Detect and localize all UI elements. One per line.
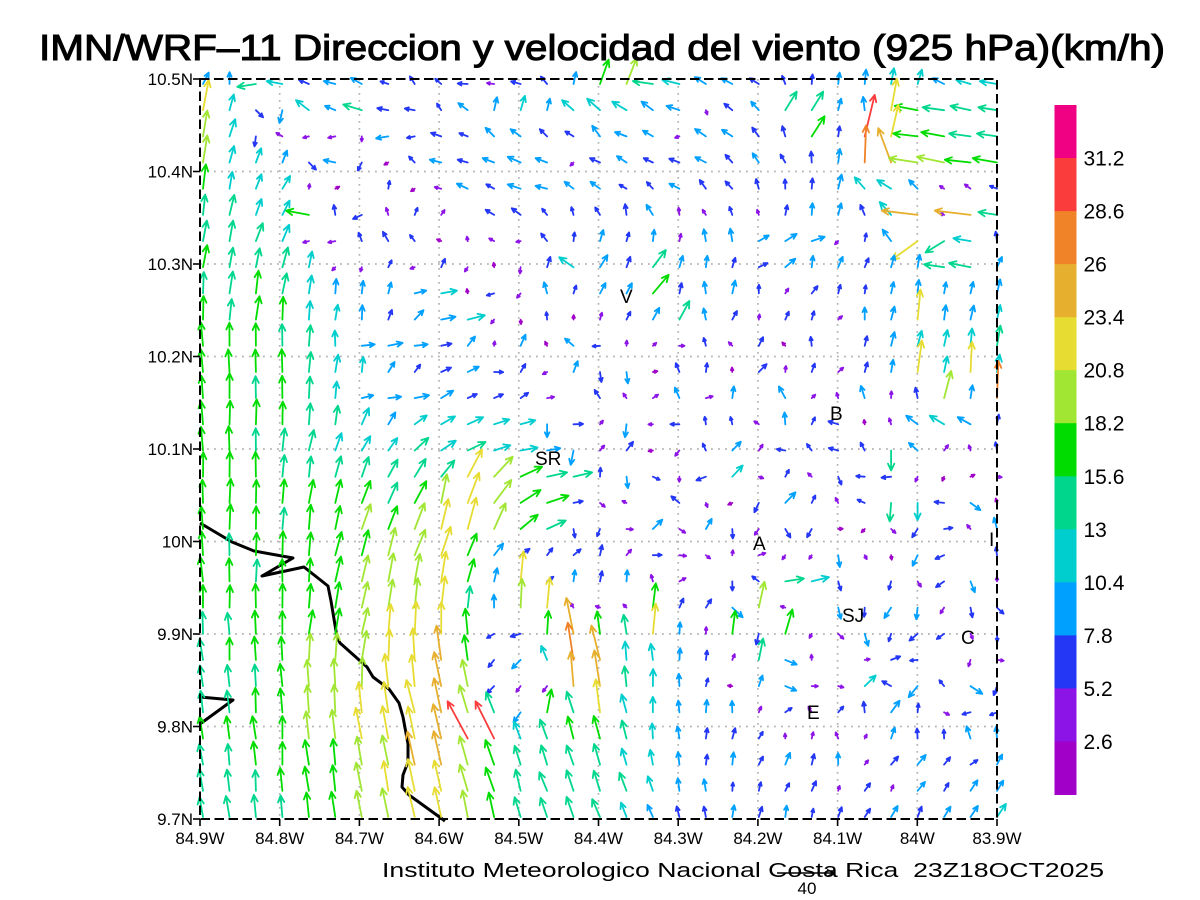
svg-text:9.7N: 9.7N [157, 810, 193, 829]
svg-text:9.9N: 9.9N [157, 625, 193, 644]
svg-text:18.2: 18.2 [1084, 413, 1125, 436]
svg-text:Instituto Meteorologico Nacion: Instituto Meteorologico Nacional Costa R… [382, 860, 1104, 882]
svg-text:84.7W: 84.7W [335, 829, 384, 848]
svg-text:10.1N: 10.1N [148, 440, 193, 459]
svg-text:I: I [989, 530, 994, 551]
svg-text:7.8: 7.8 [1084, 625, 1113, 648]
svg-text:31.2: 31.2 [1084, 148, 1125, 171]
svg-text:V: V [620, 287, 633, 308]
svg-text:9.8N: 9.8N [157, 718, 193, 737]
svg-text:15.6: 15.6 [1084, 466, 1125, 489]
svg-text:A: A [753, 534, 766, 555]
svg-text:5.2: 5.2 [1084, 678, 1113, 701]
svg-text:84W: 84W [900, 829, 935, 848]
svg-text:C: C [961, 628, 975, 649]
svg-text:83.9W: 83.9W [972, 829, 1021, 848]
svg-text:23.4: 23.4 [1084, 307, 1125, 330]
svg-text:13: 13 [1084, 519, 1107, 542]
svg-text:84.8W: 84.8W [255, 829, 304, 848]
svg-text:10.3N: 10.3N [148, 255, 193, 274]
svg-text:SJ: SJ [842, 606, 864, 627]
svg-text:B: B [830, 404, 843, 425]
svg-text:84.6W: 84.6W [415, 829, 464, 848]
svg-text:IMN/WRF–11 Direccion y velocid: IMN/WRF–11 Direccion y velocidad del vie… [39, 27, 1165, 68]
svg-text:84.4W: 84.4W [574, 829, 623, 848]
svg-text:28.6: 28.6 [1084, 201, 1125, 224]
svg-text:10.4N: 10.4N [148, 163, 193, 182]
svg-text:40: 40 [798, 879, 817, 898]
svg-text:2.6: 2.6 [1084, 731, 1113, 754]
svg-text:84.9W: 84.9W [175, 829, 224, 848]
svg-text:26: 26 [1084, 254, 1107, 277]
svg-text:84.1W: 84.1W [813, 829, 862, 848]
svg-text:E: E [807, 703, 820, 724]
svg-text:10.4: 10.4 [1084, 572, 1125, 595]
svg-text:10N: 10N [162, 533, 193, 552]
svg-text:10.5N: 10.5N [148, 70, 193, 89]
svg-text:84.2W: 84.2W [733, 829, 782, 848]
svg-text:10.2N: 10.2N [148, 348, 193, 367]
svg-text:84.5W: 84.5W [494, 829, 543, 848]
svg-text:84.3W: 84.3W [654, 829, 703, 848]
svg-text:SR: SR [535, 449, 561, 470]
svg-text:20.8: 20.8 [1084, 360, 1125, 383]
